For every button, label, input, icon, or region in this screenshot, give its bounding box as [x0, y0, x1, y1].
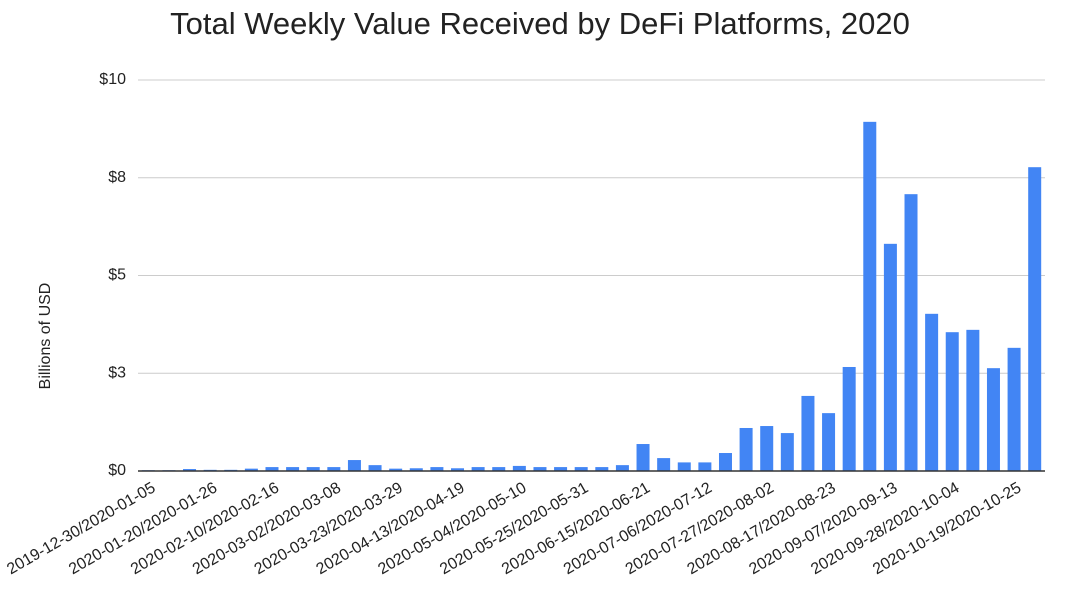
bar	[780, 433, 794, 471]
bar	[512, 465, 526, 471]
bar	[904, 194, 918, 471]
bar	[615, 465, 629, 471]
bar	[368, 465, 382, 471]
bar	[677, 462, 691, 471]
bar	[409, 468, 423, 471]
bar	[986, 368, 1000, 471]
bar	[306, 467, 320, 471]
bar	[492, 467, 506, 471]
bar	[286, 467, 300, 471]
bar	[574, 467, 588, 471]
bar	[595, 467, 609, 471]
bar	[265, 467, 279, 471]
bar	[244, 468, 258, 471]
y-axis-label: Billions of USD	[37, 283, 54, 390]
bar	[471, 467, 485, 471]
bar	[718, 453, 732, 471]
bar	[1007, 347, 1021, 471]
bar	[183, 469, 197, 471]
bar	[883, 243, 897, 471]
bar	[925, 313, 939, 471]
bar	[347, 460, 361, 471]
bar	[1028, 167, 1042, 471]
bar	[739, 427, 753, 471]
y-tick-label: $3	[108, 364, 126, 381]
bar	[842, 366, 856, 471]
bar	[327, 467, 341, 471]
bar	[657, 458, 671, 471]
chart-title: Total Weekly Value Received by DeFi Plat…	[170, 6, 910, 41]
bar	[451, 468, 465, 471]
bar	[430, 467, 444, 471]
bar	[966, 329, 980, 471]
bar	[801, 395, 815, 471]
y-tick-label: $0	[108, 462, 126, 479]
bar	[863, 121, 877, 471]
bar	[554, 467, 568, 471]
bar	[945, 332, 959, 471]
y-tick-label: $5	[108, 267, 126, 284]
bar	[698, 462, 712, 471]
y-tick-label: $10	[99, 71, 126, 88]
y-tick-label: $8	[108, 169, 126, 186]
bar	[389, 468, 403, 471]
bar	[822, 413, 836, 471]
bar	[533, 467, 547, 471]
bar	[760, 426, 774, 471]
bar	[636, 444, 650, 471]
